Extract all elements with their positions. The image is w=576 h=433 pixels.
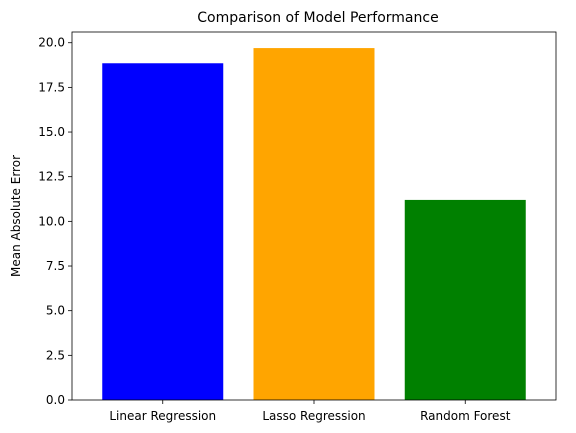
bar-linear-regression bbox=[102, 63, 224, 400]
bar-random-forest bbox=[404, 199, 526, 400]
y-tick-label: 7.5 bbox=[46, 259, 65, 273]
x-axis-ticks: Linear Regression Lasso Regression Random … bbox=[109, 400, 511, 423]
y-axis-label: Mean Absolute Error bbox=[9, 155, 23, 277]
bars-group bbox=[102, 48, 526, 400]
x-tick-label: Lasso Regression bbox=[262, 409, 365, 423]
y-tick-label: 0.0 bbox=[46, 393, 65, 407]
y-tick-label: 10.0 bbox=[38, 214, 65, 228]
chart-title: Comparison of Model Performance bbox=[197, 10, 438, 26]
y-tick-label: 5.0 bbox=[46, 304, 65, 318]
y-tick-label: 2.5 bbox=[46, 348, 65, 362]
bar-lasso-regression bbox=[253, 48, 375, 400]
x-tick-label: Linear Regression bbox=[109, 409, 216, 423]
y-tick-label: 20.0 bbox=[38, 36, 65, 50]
y-tick-label: 12.5 bbox=[38, 170, 65, 184]
y-axis-ticks: 0.0 2.5 5.0 7.5 10.0 12.5 15.0 17.5 20.0 bbox=[38, 36, 72, 407]
plot-frame bbox=[71, 31, 557, 401]
y-tick-label: 17.5 bbox=[38, 80, 65, 94]
x-tick-label: Random Forest bbox=[420, 409, 511, 423]
y-tick-label: 15.0 bbox=[38, 125, 65, 139]
